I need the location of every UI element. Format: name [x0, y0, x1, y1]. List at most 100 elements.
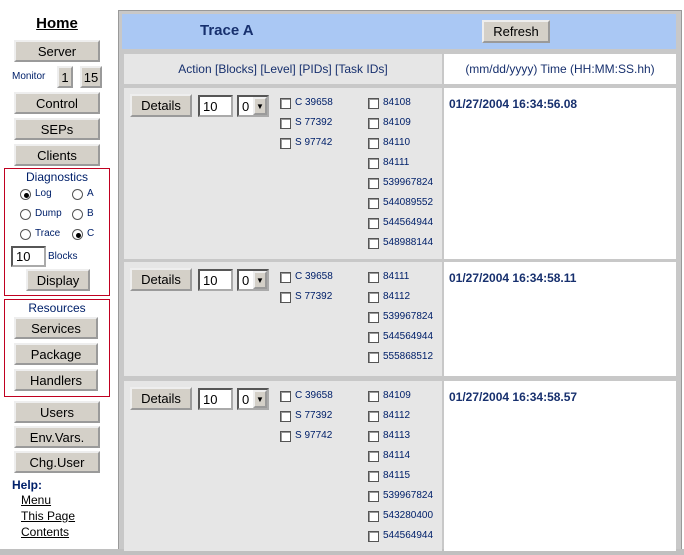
select-arrow[interactable]: ▼	[253, 390, 267, 408]
checkbox[interactable]	[368, 218, 379, 229]
checkbox[interactable]	[280, 138, 291, 149]
pid-label: 84113	[383, 430, 411, 441]
checkbox[interactable]	[368, 391, 379, 402]
checkbox[interactable]	[368, 138, 379, 149]
checkbox[interactable]	[368, 511, 379, 522]
radio-label: C	[87, 228, 95, 239]
button[interactable]: 15	[80, 66, 102, 88]
home-link[interactable]: Home	[36, 15, 78, 32]
radio[interactable]	[72, 229, 83, 240]
pid-label: 539967824	[383, 490, 434, 501]
pid-label: 548988144	[383, 237, 434, 248]
blocks-input[interactable]: 10	[198, 95, 233, 117]
select-arrow[interactable]: ▼	[253, 271, 267, 289]
checkbox[interactable]	[368, 292, 379, 303]
help-title: Help:	[12, 478, 42, 492]
checkbox[interactable]	[368, 491, 379, 502]
pid-label: 544564944	[383, 530, 434, 541]
button[interactable]: Display	[26, 269, 90, 291]
blocks-label: Blocks	[48, 251, 78, 262]
pid-label: 543280400	[383, 510, 434, 521]
monitor-label: Monitor	[12, 71, 46, 82]
entry-time: 01/27/2004 16:34:56.08	[449, 97, 578, 111]
button[interactable]: Server	[14, 40, 100, 62]
checkbox[interactable]	[368, 531, 379, 542]
pid-label: 544564944	[383, 217, 434, 228]
button[interactable]: Control	[14, 92, 100, 114]
checkbox[interactable]	[368, 431, 379, 442]
blocks-input[interactable]: 10	[11, 246, 46, 267]
entry-time: 01/27/2004 16:34:58.57	[449, 390, 578, 404]
radio[interactable]	[20, 189, 31, 200]
checkbox[interactable]	[368, 238, 379, 249]
button[interactable]: SEPs	[14, 118, 100, 140]
header-bar	[122, 14, 676, 49]
details-button[interactable]: Details	[130, 387, 192, 410]
pid-label: 539967824	[383, 177, 434, 188]
button[interactable]: Clients	[14, 144, 100, 166]
pid-label: 84109	[383, 117, 411, 128]
checkbox[interactable]	[368, 118, 379, 129]
pid-label: 84112	[383, 291, 411, 302]
help-link[interactable]: This Page	[21, 509, 76, 523]
radio[interactable]	[72, 209, 83, 220]
checkbox[interactable]	[280, 431, 291, 442]
button[interactable]: Chg.User	[14, 451, 100, 473]
pid-label: 84111	[383, 271, 410, 282]
details-button[interactable]: Details	[130, 268, 192, 291]
checkbox[interactable]	[368, 98, 379, 109]
pid-label: 84115	[383, 470, 411, 481]
select-arrow[interactable]: ▼	[253, 97, 267, 115]
checkbox[interactable]	[280, 272, 291, 283]
checkbox[interactable]	[368, 198, 379, 209]
checkbox[interactable]	[280, 98, 291, 109]
time-header: (mm/dd/yyyy) Time (HH:MM:SS.hh)	[444, 54, 676, 84]
checkbox[interactable]	[368, 352, 379, 363]
checkbox[interactable]	[280, 118, 291, 129]
help-link[interactable]: Menu	[21, 493, 52, 507]
resources-title: Resources	[28, 301, 86, 315]
button[interactable]: Env.Vars.	[14, 426, 100, 448]
checkbox[interactable]	[368, 178, 379, 189]
button[interactable]: Handlers	[14, 369, 98, 391]
pid-label: 84109	[383, 390, 411, 401]
checkbox[interactable]	[280, 391, 291, 402]
task-label: C 39658	[295, 97, 333, 108]
pid-label: 84112	[383, 410, 411, 421]
entry-time-cell	[444, 262, 676, 376]
radio-label: Dump	[35, 208, 62, 219]
help-link[interactable]: Contents	[21, 525, 70, 539]
refresh-button[interactable]: Refresh	[482, 20, 550, 43]
button[interactable]: Package	[14, 343, 98, 365]
button[interactable]: Services	[14, 317, 98, 339]
resources-box	[4, 299, 110, 397]
radio-label: A	[87, 188, 94, 199]
radio[interactable]	[20, 209, 31, 220]
details-button[interactable]: Details	[130, 94, 192, 117]
button[interactable]: Users	[14, 401, 100, 423]
button[interactable]: 1	[57, 66, 73, 88]
checkbox[interactable]	[368, 411, 379, 422]
bottom-bar	[0, 549, 684, 555]
entry-time-cell	[444, 381, 676, 551]
title: Trace A	[200, 22, 254, 39]
checkbox[interactable]	[280, 292, 291, 303]
checkbox[interactable]	[368, 312, 379, 323]
radio[interactable]	[72, 189, 83, 200]
checkbox[interactable]	[368, 451, 379, 462]
pid-label: 539967824	[383, 311, 434, 322]
checkbox[interactable]	[368, 332, 379, 343]
checkbox[interactable]	[368, 158, 379, 169]
task-label: C 39658	[295, 271, 333, 282]
blocks-input[interactable]: 10	[198, 269, 233, 291]
checkbox[interactable]	[280, 411, 291, 422]
radio[interactable]	[20, 229, 31, 240]
checkbox[interactable]	[368, 272, 379, 283]
pid-label: 544089552	[383, 197, 434, 208]
diagnostics-title: Diagnostics	[25, 170, 89, 184]
pid-label: 555868512	[383, 351, 434, 362]
blocks-input[interactable]: 10	[198, 388, 233, 410]
pid-label: 84110	[383, 137, 411, 148]
checkbox[interactable]	[368, 471, 379, 482]
